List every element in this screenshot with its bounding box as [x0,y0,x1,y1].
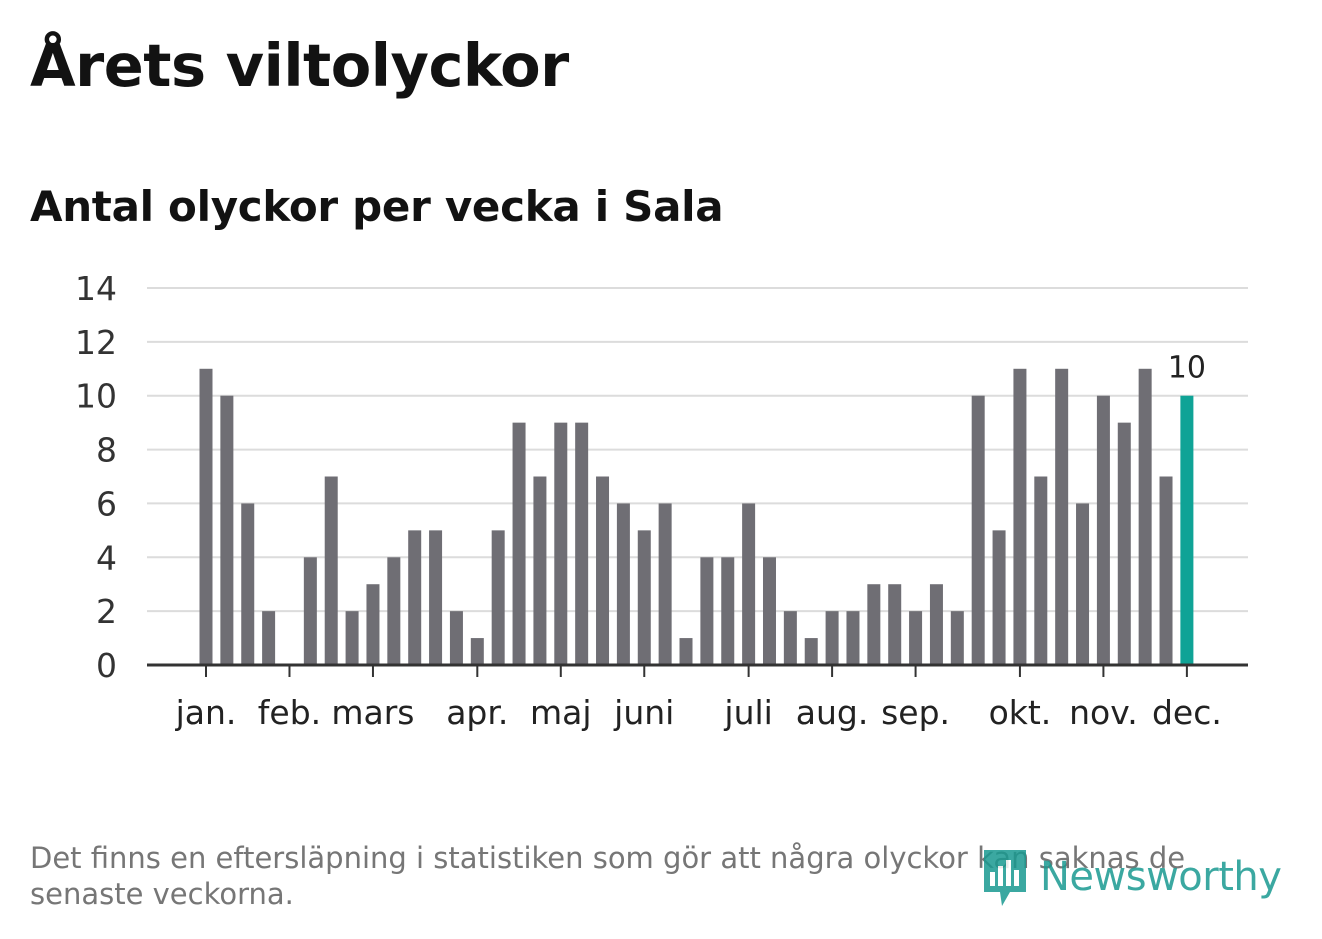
newsworthy-bar-chart-icon [984,850,1026,906]
bar [1076,503,1090,665]
bar [742,503,756,665]
bar [1117,422,1131,665]
bar [262,611,276,665]
bar [596,476,610,665]
chart-title: Årets viltolyckor [30,31,569,100]
x-tick-label: dec. [1152,693,1222,732]
bar-highlight [1180,395,1194,665]
bar [616,503,630,665]
x-tick-label: maj [530,693,592,732]
bar [1138,368,1152,665]
y-tick-label: 2 [96,592,117,631]
bar [470,638,484,665]
bar [950,611,964,665]
bar [533,476,547,665]
x-tick-label: juni [613,693,674,732]
logo-text: Newsworthy [1040,854,1282,900]
x-tick-label: okt. [989,693,1052,732]
x-tick-label: mars [331,693,414,732]
y-axis-ticks: 0 2 4 6 8 10 12 14 [75,269,117,685]
bar-chart: 0 2 4 6 8 10 12 14 jan. feb. mars apr. maj juni juli a… [75,269,1248,732]
y-tick-label: 12 [75,323,117,362]
bar [867,584,881,665]
bar [909,611,923,665]
bar [345,611,359,665]
bar [241,503,255,665]
bar [992,530,1006,665]
y-tick-label: 4 [96,538,117,577]
highlight-data-label: 10 [1168,351,1206,386]
x-tick-label: nov. [1069,693,1138,732]
bar [783,611,797,665]
bar [449,611,463,665]
chart-subtitle: Antal olyckor per vecka i Sala [30,182,724,231]
x-tick-label: apr. [446,693,508,732]
bar [554,422,568,665]
bar [1055,368,1069,665]
bar [303,557,317,665]
bar [1034,476,1048,665]
bar [324,476,338,665]
bar [762,557,776,665]
bar [408,530,422,665]
newsworthy-logo: Newsworthy [980,842,1282,912]
x-tick-label: sep. [881,693,950,732]
y-tick-label: 8 [96,431,117,470]
bar [220,395,234,665]
bar [637,530,651,665]
bar [575,422,589,665]
y-tick-label: 6 [96,484,117,523]
bar [429,530,443,665]
bars [199,368,1194,665]
x-tick-label: jan. [175,693,237,732]
x-tick-label: juli [723,693,772,732]
bar [387,557,401,665]
bar [366,584,380,665]
x-axis-ticks: jan. feb. mars apr. maj juni juli aug. sep. okt. n… [175,665,1222,732]
bar [491,530,505,665]
bar [929,584,943,665]
bar [512,422,526,665]
bar [1013,368,1027,665]
y-tick-label: 14 [75,269,117,308]
bar [199,368,213,665]
bar [846,611,860,665]
bar [658,503,672,665]
bar [825,611,839,665]
bar [700,557,714,665]
y-tick-label: 0 [96,646,117,685]
bar [804,638,818,665]
bar [888,584,902,665]
y-tick-label: 10 [75,377,117,416]
bar [1096,395,1110,665]
bar [721,557,735,665]
x-tick-label: feb. [258,693,321,732]
bar [679,638,693,665]
x-tick-label: aug. [796,693,869,732]
bar [1159,476,1173,665]
data-labels: 10 [1168,351,1206,386]
bar [971,395,985,665]
